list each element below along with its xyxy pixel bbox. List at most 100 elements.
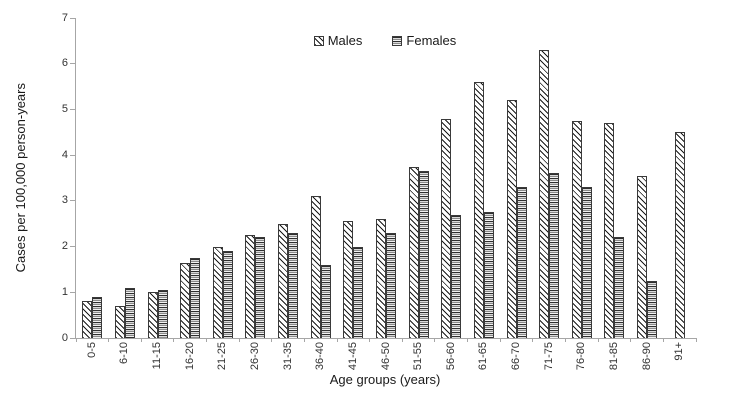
bar-group-0-5 [76,296,109,338]
bar-group-91+ [663,132,696,338]
x-tick-label-6-10: 6-10 [118,342,131,365]
bar-group-86-90 [631,175,664,338]
bar-males-0-5 [82,301,93,338]
bar-females-51-55 [418,171,429,338]
x-tick-label-26-30: 26-30 [248,342,261,371]
bar-males-41-45 [343,221,354,338]
bar-males-46-50 [375,219,386,338]
y-tick-mark [70,246,75,248]
y-tick-label: 6 [61,57,68,70]
bar-group-41-45 [337,221,370,338]
x-tick-mark [662,338,664,342]
bar-group-21-25 [207,246,240,338]
x-tick-mark [271,338,273,342]
bar-males-16-20 [180,262,191,338]
bar-males-61-65 [473,82,484,338]
x-tick-label-71-75: 71-75 [542,342,555,371]
legend-label-females: Females [406,33,457,48]
x-tick-label-66-70: 66-70 [510,342,523,371]
x-tick-label-76-80: 76-80 [575,342,588,371]
x-tick-label-91+: 91+ [673,342,686,361]
females-pattern-swatch-icon [392,35,403,46]
x-tick-mark [238,338,240,342]
bar-group-6-10 [109,287,142,338]
x-tick-label-86-90: 86-90 [640,342,653,371]
bar-females-26-30 [255,237,266,338]
bar-females-21-25 [222,251,233,338]
x-tick-label-56-60: 56-60 [444,342,457,371]
x-tick-mark [499,338,501,342]
bar-group-31-35 [272,223,305,338]
x-tick-mark [597,338,599,342]
bar-females-61-65 [483,212,494,338]
bar-males-56-60 [441,118,452,338]
legend-item-females: Females [392,33,456,48]
x-tick-label-51-55: 51-55 [412,342,425,371]
x-tick-label-31-35: 31-35 [281,342,294,371]
x-tick-label-81-85: 81-85 [607,342,620,371]
bar-females-36-40 [320,264,331,338]
bar-females-0-5 [92,296,103,338]
bar-males-91+ [674,132,685,338]
bar-females-81-85 [614,237,625,338]
bar-group-51-55 [402,166,435,338]
x-tick-mark [532,338,534,342]
y-tick-label: 7 [61,11,68,24]
x-tick-label-21-25: 21-25 [216,342,229,371]
bar-males-26-30 [245,235,256,338]
y-tick-label: 0 [61,331,68,344]
bar-group-66-70 [500,100,533,338]
bar-males-51-55 [408,166,419,338]
bar-males-6-10 [114,306,125,338]
y-tick-mark [70,108,75,110]
x-tick-mark [564,338,566,342]
plot-area: 0 1 2 3 4 5 6 7 0-5 6-10 11-15 16-20 21-25 26-30 31-35… [62,12,697,370]
y-tick-mark [70,337,75,339]
x-tick-mark [75,338,77,342]
x-tick-label-16-20: 16-20 [183,342,196,371]
y-tick-label: 3 [61,194,68,207]
bar-females-6-10 [124,287,135,338]
x-tick-label-11-15: 11-15 [151,342,164,370]
bar-males-11-15 [147,292,158,338]
x-tick-mark [630,338,632,342]
bar-females-16-20 [190,258,201,338]
y-tick-label: 4 [61,148,68,161]
y-tick-label: 5 [61,102,68,115]
bar-group-16-20 [174,258,207,338]
bar-males-71-75 [539,50,550,338]
y-axis-title: Cases per 100,000 person-years [13,83,28,273]
bar-group-26-30 [239,235,272,338]
bar-females-56-60 [451,214,462,338]
bar-females-31-35 [288,232,299,338]
bar-females-76-80 [581,187,592,338]
bar-females-46-50 [385,232,396,338]
males-pattern-swatch-icon [313,35,324,46]
x-tick-label-0-5: 0-5 [85,342,98,358]
y-tick-mark [70,291,75,293]
legend: Males Females [75,33,695,48]
x-tick-mark [336,338,338,342]
x-tick-mark [206,338,208,342]
bar-group-81-85 [598,123,631,338]
legend-item-males: Males [313,33,362,48]
bar-group-11-15 [141,290,174,338]
y-tick-mark [70,154,75,156]
x-tick-mark [108,338,110,342]
bar-males-86-90 [637,175,648,338]
x-tick-mark [695,338,697,342]
bar-females-71-75 [549,173,560,338]
bar-males-66-70 [506,100,517,338]
bar-females-11-15 [157,290,168,338]
x-tick-mark [434,338,436,342]
x-tick-label-46-50: 46-50 [379,342,392,371]
bar-males-81-85 [604,123,615,338]
x-tick-mark [303,338,305,342]
bar-males-76-80 [571,120,582,338]
y-tick-label: 2 [61,240,68,253]
x-axis-title: Age groups (years) [329,372,441,387]
y-tick-mark [70,200,75,202]
bar-group-61-65 [468,82,501,338]
bar-males-31-35 [278,223,289,338]
